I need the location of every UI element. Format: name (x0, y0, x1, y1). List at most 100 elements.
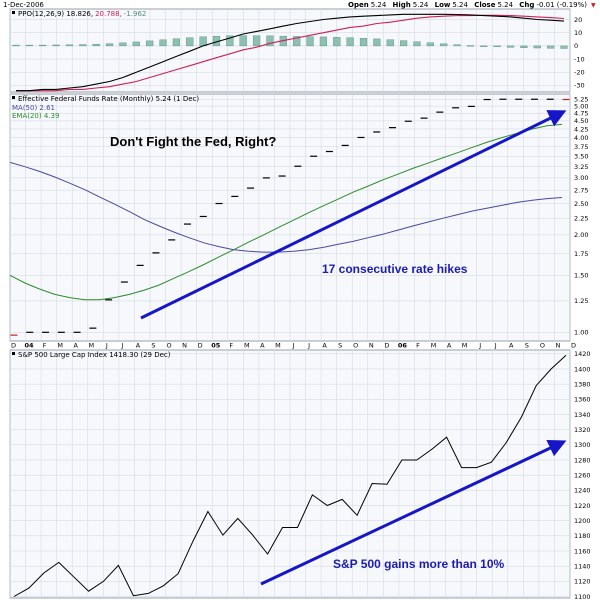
ppo-histogram-bar (440, 43, 448, 47)
sp500-y-tick: 1200 (574, 517, 591, 525)
ppo-histogram-bar (359, 38, 368, 47)
x-tick-label: M (431, 342, 437, 350)
x-tick-label: D (198, 342, 203, 350)
sp500-y-tick: 1180 (574, 532, 591, 540)
x-tick-label: 04 (25, 342, 35, 350)
ppo-histogram-bar (400, 40, 408, 47)
x-tick-label: A (73, 342, 78, 350)
grid-lines (9, 9, 571, 598)
sp500-y-tick: 1360 (574, 396, 591, 404)
ppo-histogram-bar (239, 35, 247, 47)
x-tick-label: J (105, 342, 108, 350)
sp500-line (13, 354, 567, 597)
annotation-rate-hikes: 17 consecutive rate hikes (322, 262, 468, 276)
fed-y-tick: 4.25 (574, 125, 588, 133)
sp500-y-tick: 1160 (574, 547, 591, 555)
ppo-histogram-bar (466, 45, 475, 47)
x-tick-label: N (182, 342, 187, 350)
ppo-histogram-bar (319, 36, 328, 47)
sp500-y-tick: 1380 (574, 380, 591, 388)
x-tick-label: A (509, 342, 514, 350)
sp500-y-tick: 1240 (574, 487, 591, 495)
fed-y-tick: 3.50 (574, 153, 588, 161)
ppo-histogram-bar (119, 42, 127, 47)
x-tick-label: O (166, 342, 171, 350)
fed-y-tick: 4.50 (574, 117, 588, 125)
x-tick-label: D (11, 342, 16, 350)
ppo-legend-hist: -1.962 (124, 10, 147, 18)
quote-open-label: Open (348, 1, 369, 9)
ppo-histogram-bar (105, 43, 114, 47)
ppo-plot (12, 13, 568, 92)
ppo-y-tick: -10 (574, 55, 585, 63)
sp500-y-tick: 1100 (574, 593, 591, 600)
fed-y-tick: 2.25 (574, 215, 588, 223)
fed-funds-plot (9, 98, 570, 336)
sp500-y-tick: 1420 (574, 350, 591, 358)
ppo-histogram-bar (186, 37, 194, 47)
sp500-y-tick: 1280 (574, 456, 591, 464)
fed-legend-swatch (12, 96, 15, 99)
ppo-histogram-bar (520, 45, 528, 48)
ma50-legend: MA(50) 2.61 (12, 104, 55, 112)
ppo-histogram-bar (12, 44, 20, 47)
ppo-histogram-bar (199, 36, 207, 47)
quote-low-value: 5.24 (452, 1, 468, 9)
ppo-legend: PPO(12,26,9) 18.826, 20.788, -1.962 (12, 10, 146, 18)
sp500-y-tick: 1400 (574, 365, 591, 373)
quote-close-value: 5.24 (497, 1, 513, 9)
x-tick-label: F (43, 342, 47, 350)
ppo-histogram-bar (533, 45, 541, 49)
fed-y-tick: 2.75 (574, 186, 588, 194)
x-tick-label: F (416, 342, 420, 350)
x-tick-label: 06 (398, 342, 408, 350)
ppo-histogram-bar (39, 44, 47, 47)
x-tick-label: J (120, 342, 123, 350)
quote-chg-value: -0.01 (-0.19%) (536, 1, 587, 9)
x-tick-label: M (88, 342, 94, 350)
ppo-histogram-bar (293, 36, 301, 47)
x-tick-label: S (525, 342, 529, 350)
x-tick-label: J (292, 342, 295, 350)
sp500-plot (13, 354, 567, 597)
ppo-legend-swatch (12, 11, 15, 14)
sp500-y-tick: 1300 (574, 441, 591, 449)
rate-hike-arrow (140, 110, 567, 320)
ppo-y-tick: 0 (574, 42, 578, 50)
x-tick-label: J (307, 342, 310, 350)
header-quote: Open 5.24 High 5.24 Low 5.24 Close 5.24 Chg -… (348, 1, 587, 9)
fed-y-tick: 1.25 (574, 297, 588, 305)
ppo-y-tick: 20 (574, 16, 582, 24)
x-tick-label: N (369, 342, 374, 350)
quote-close-label: Close (474, 1, 496, 9)
sp500-y-tick: 1260 (574, 471, 591, 479)
fed-y-tick: 3.75 (574, 143, 588, 151)
ppo-histogram-bar (65, 44, 74, 47)
ppo-histogram-bar (426, 42, 434, 47)
x-tick-label: N (556, 342, 561, 350)
x-tick-label: 05 (211, 342, 221, 350)
x-tick-label: A (136, 342, 141, 350)
ppo-histogram-bar (373, 38, 381, 47)
quote-high-label: High (393, 1, 411, 9)
ppo-histogram-bar (266, 35, 274, 47)
x-tick-label: M (462, 342, 468, 350)
ema20-legend: EMA(20) 4.39 (12, 112, 59, 120)
ppo-histogram-bar (333, 37, 341, 47)
sp500-y-tick: 1340 (574, 411, 591, 419)
ppo-legend-text: PPO(12,26,9) 18.826, 20.788, -1.962 (18, 10, 146, 18)
fed-y-tick: 4.00 (574, 134, 588, 142)
ppo-legend-signal: 20.788, (95, 10, 122, 18)
x-tick-label: J (478, 342, 481, 350)
x-tick-label: M (244, 342, 250, 350)
header-date: 1-Dec-2006 (3, 1, 44, 9)
ppo-histogram-bar (172, 38, 180, 47)
ppo-histogram-bar (506, 45, 515, 48)
ppo-histogram-bar (92, 43, 100, 47)
sp500-gain-arrow (260, 439, 567, 586)
ppo-histogram-bar (252, 35, 261, 47)
sp500-title: S&P 500 Large Cap Index 1418.30 (29 Dec) (18, 351, 171, 359)
ppo-y-tick: -30 (574, 82, 585, 90)
fed-y-tick: 5.25 (574, 96, 588, 104)
ppo-histogram-bar (547, 45, 555, 49)
